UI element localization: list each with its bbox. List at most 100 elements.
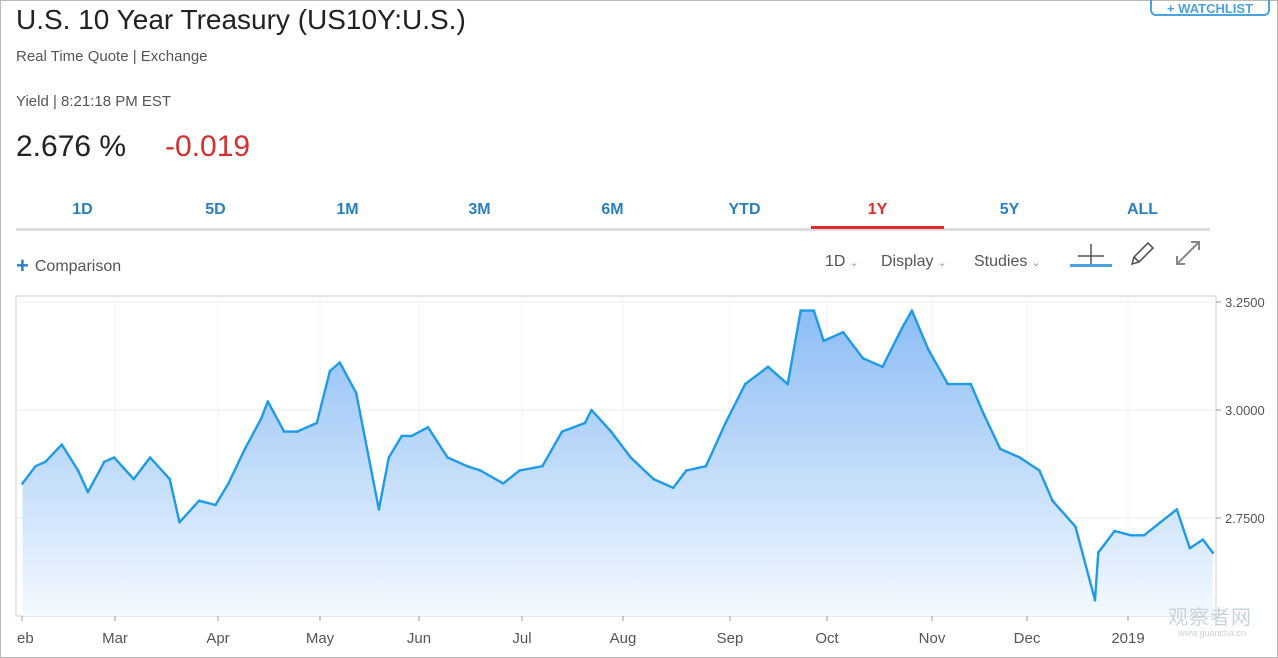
data-point	[214, 503, 217, 507]
range-tabs: 1D 5D 1M 3M 6M YTD 1Y 5Y ALL	[16, 198, 1210, 231]
data-point	[103, 460, 106, 464]
x-tick-label: Sep	[717, 630, 744, 647]
data-point	[501, 482, 505, 485]
data-point	[1159, 521, 1162, 524]
watermark-url-logo: www.guancha.cn	[1177, 628, 1246, 638]
y-tick-label: 3.2500	[1225, 295, 1265, 310]
data-point	[927, 348, 930, 351]
tab-6m[interactable]: 6M	[601, 201, 624, 218]
data-point	[1093, 598, 1097, 602]
data-point	[338, 361, 342, 364]
studies-dropdown[interactable]: Studies ⌄	[974, 253, 1041, 271]
svg-text:www.guancha.cn: www.guancha.cn	[1178, 628, 1246, 638]
x-tick-label: Mar	[102, 630, 128, 647]
data-point	[44, 460, 47, 464]
pencil-icon	[1130, 241, 1155, 266]
data-point	[910, 309, 914, 312]
y-tick-label: 3.0000	[1225, 403, 1265, 418]
tab-ytd[interactable]: YTD	[728, 201, 761, 218]
watermark-logo: 观察者网	[1168, 605, 1251, 629]
data-point	[1188, 546, 1192, 550]
chevron-down-icon: ⌄	[1031, 257, 1041, 269]
data-point	[609, 430, 613, 433]
comparison-button[interactable]: + Comparison	[16, 253, 121, 279]
tab-1m[interactable]: 1M	[336, 201, 359, 218]
tab-1y[interactable]: 1Y	[811, 198, 944, 229]
chevron-down-icon: ⌄	[849, 257, 859, 269]
tab-3m[interactable]: 3M	[468, 201, 491, 218]
watermark-url: www.guancha.cn	[1177, 627, 1258, 641]
data-point	[315, 421, 319, 425]
data-point	[400, 434, 404, 438]
x-tick-label: Oct	[815, 630, 839, 647]
watchlist-button[interactable]: + WATCHLIST	[1150, 0, 1270, 16]
chevron-down-icon: ⌄	[937, 257, 947, 269]
data-point	[799, 309, 802, 312]
tab-1d[interactable]: 1D	[72, 201, 93, 218]
data-point	[34, 464, 37, 468]
display-dropdown[interactable]: Display ⌄	[881, 253, 947, 271]
x-tick-label: Jul	[512, 630, 531, 647]
x-tick-label: 2019	[1111, 630, 1144, 647]
data-point	[881, 365, 884, 369]
draw-tool-button[interactable]	[1122, 238, 1162, 270]
data-point	[518, 469, 521, 472]
data-point	[197, 499, 201, 503]
data-point	[861, 356, 865, 360]
data-point	[812, 309, 816, 312]
data-point	[1129, 534, 1133, 537]
tab-5y[interactable]: 5Y	[999, 201, 1020, 218]
data-point	[1074, 525, 1077, 528]
data-point	[295, 430, 299, 433]
data-point	[328, 369, 332, 373]
data-point	[86, 490, 90, 494]
data-point	[1018, 456, 1022, 459]
crosshair-icon	[1078, 244, 1104, 264]
studies-label: Studies	[974, 253, 1028, 270]
data-point	[1097, 551, 1100, 554]
data-point	[786, 382, 789, 386]
data-point	[266, 400, 270, 403]
watermark: 观察者网	[1168, 604, 1258, 635]
data-point	[946, 382, 950, 386]
data-point	[822, 339, 825, 343]
data-point	[541, 464, 544, 468]
data-point	[998, 447, 1002, 451]
data-point	[178, 521, 181, 524]
display-label: Display	[881, 253, 934, 270]
data-point	[1038, 469, 1041, 472]
data-point	[1201, 538, 1205, 541]
data-point	[354, 391, 358, 395]
crosshair-active-indicator	[1070, 264, 1112, 267]
yield-timestamp: Yield | 8:21:18 PM EST	[16, 93, 172, 110]
data-point	[227, 482, 230, 485]
interval-dropdown[interactable]: 1D ⌄	[825, 253, 859, 271]
data-point	[743, 382, 747, 386]
data-point	[590, 408, 593, 412]
tab-5d[interactable]: 5D	[205, 201, 226, 218]
plus-icon: +	[16, 253, 29, 278]
price-change: -0.019	[165, 130, 251, 163]
data-point	[148, 456, 152, 459]
fullscreen-button[interactable]	[1168, 238, 1208, 270]
x-tick-label: Jun	[407, 630, 431, 647]
data-point	[426, 426, 430, 429]
data-point	[1175, 508, 1179, 511]
data-point	[387, 456, 391, 459]
crosshair-tool-button[interactable]	[1070, 238, 1110, 270]
data-point	[969, 382, 973, 386]
quote-source: Real Time Quote | Exchange	[16, 48, 208, 65]
tab-all[interactable]: ALL	[1126, 201, 1159, 218]
data-point	[583, 421, 587, 425]
page-title: U.S. 10 Year Treasury (US10Y:U.S.)	[16, 4, 466, 35]
data-point	[1211, 551, 1214, 554]
series-area	[22, 310, 1213, 616]
data-point	[479, 469, 482, 472]
data-point	[168, 477, 171, 481]
expand-icon	[1176, 241, 1200, 265]
x-tick-label: Dec	[1014, 630, 1041, 647]
data-point	[1142, 534, 1146, 537]
data-point	[465, 464, 469, 468]
data-point	[60, 443, 64, 446]
